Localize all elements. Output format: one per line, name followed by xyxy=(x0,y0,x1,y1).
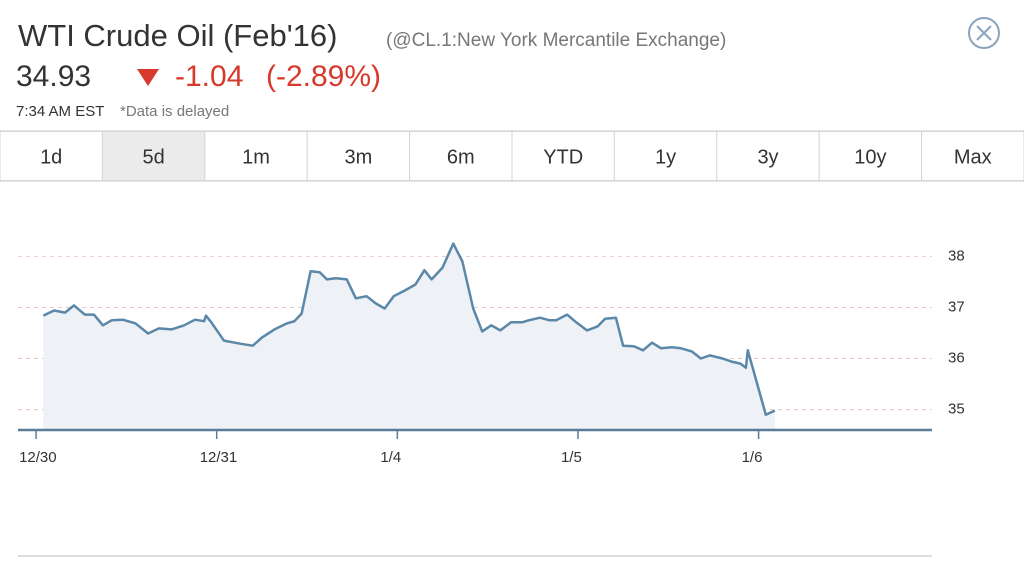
tab-label[interactable]: 5d xyxy=(142,146,164,168)
tab[interactable] xyxy=(818,131,923,181)
tab-label[interactable]: 1d xyxy=(40,146,62,168)
tab-label[interactable]: 6m xyxy=(447,146,475,168)
title: WTI Crude Oil (Feb'16) xyxy=(18,18,337,53)
tab[interactable] xyxy=(409,131,513,181)
price-line xyxy=(42,242,776,416)
x-tick-label: 1/5 xyxy=(561,449,582,466)
x-tick-label: 12/30 xyxy=(19,449,57,466)
tab-label[interactable]: 3m xyxy=(345,146,373,168)
x-tick-label: 12/31 xyxy=(200,449,238,466)
tab-label[interactable]: 1y xyxy=(655,146,676,168)
y-tick-label: 36 xyxy=(948,349,965,366)
exchange: (@CL.1:New York Mercantile Exchange) xyxy=(386,30,726,51)
tab-label[interactable]: 1m xyxy=(242,146,270,168)
price: 34.93 xyxy=(16,60,91,93)
tab-bar: 1d 5d 1m 3m 6m YTD 1y 3y 10y Max xyxy=(0,130,1024,182)
y-tick-label: 38 xyxy=(948,247,965,264)
x-tick-label: 1/6 xyxy=(742,449,763,466)
y-tick-label: 37 xyxy=(948,298,965,315)
tab[interactable] xyxy=(204,131,308,181)
area-fill xyxy=(43,243,775,430)
time: 7:34 AM EST xyxy=(16,103,104,120)
tab[interactable] xyxy=(306,131,411,181)
change-pct: (-2.89%) xyxy=(266,60,381,93)
tab[interactable] xyxy=(0,131,103,181)
tab-label[interactable]: Max xyxy=(954,146,992,168)
tab-label[interactable]: 3y xyxy=(757,146,778,168)
tab[interactable] xyxy=(511,131,615,181)
close-button[interactable] xyxy=(968,17,1000,49)
tab-label[interactable]: YTD xyxy=(543,146,583,168)
close-x[interactable] xyxy=(976,25,992,41)
y-tick-label: 35 xyxy=(948,401,965,418)
down-arrow xyxy=(137,69,159,86)
tab[interactable] xyxy=(921,131,1024,181)
tab[interactable] xyxy=(613,131,718,181)
change: -1.04 xyxy=(175,60,243,93)
plot: 35 36 37 38 12/30 12/31 1/4 1/5 1/6 xyxy=(18,242,965,466)
tab[interactable] xyxy=(101,131,206,181)
tab-label[interactable]: 10y xyxy=(854,146,886,168)
delay-note: *Data is delayed xyxy=(120,103,229,120)
close-circle[interactable] xyxy=(968,17,1000,49)
tab[interactable] xyxy=(716,131,820,181)
x-tick-label: 1/4 xyxy=(380,449,401,466)
